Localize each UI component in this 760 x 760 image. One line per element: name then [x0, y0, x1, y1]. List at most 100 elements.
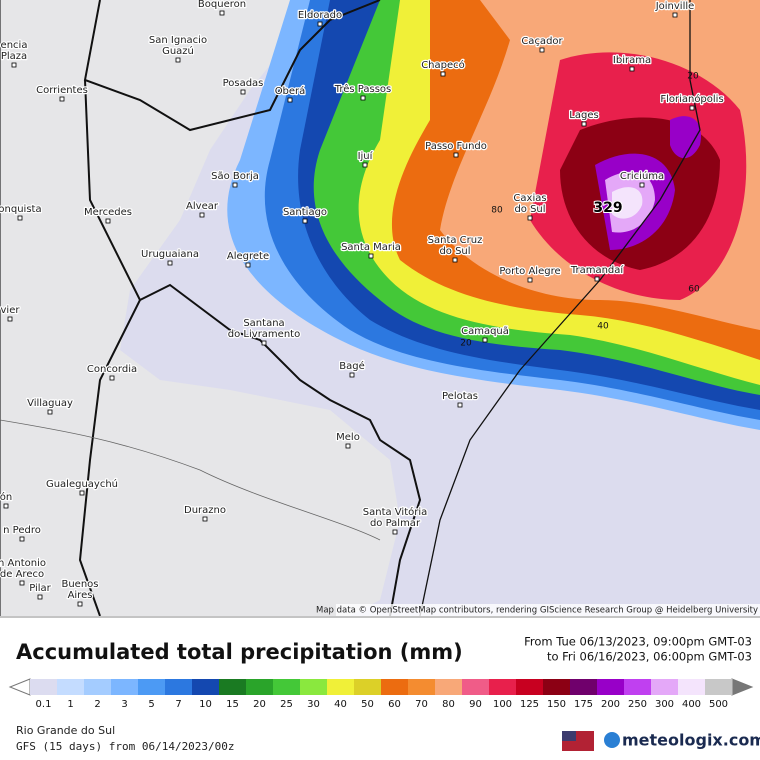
city-label: Mercedes — [84, 207, 132, 218]
legend-arrow-left — [8, 678, 31, 696]
city-marker — [167, 260, 173, 266]
city-marker — [689, 105, 695, 111]
legend-swatch — [138, 679, 166, 695]
city-marker — [527, 277, 533, 283]
city-label: Três Passos — [334, 83, 392, 95]
legend-tick-label: 0.1 — [36, 699, 52, 710]
period-from: From Tue 06/13/2023, 09:00pm GMT-03 — [524, 635, 752, 649]
city-marker — [199, 212, 205, 218]
legend-swatch — [516, 679, 544, 695]
legend-tick-label: 500 — [709, 699, 728, 710]
legend-swatch — [678, 679, 706, 695]
city-label: Plaza — [1, 51, 27, 62]
legend-title: Accumulated total precipitation (mm) — [16, 640, 463, 664]
legend-swatch — [111, 679, 139, 695]
legend-swatch — [84, 679, 112, 695]
city-label: Posadas — [223, 78, 264, 89]
city-label: Alegrete — [227, 251, 269, 262]
city-marker — [672, 12, 678, 18]
city-label: Santa Vitória — [363, 506, 428, 518]
legend-tick-label: 40 — [334, 699, 347, 710]
legend-tick-label: 1 — [67, 699, 73, 710]
city-label: Eldorado — [298, 10, 342, 21]
city-label: Caxias — [513, 193, 546, 204]
legend-tick-label: 3 — [121, 699, 127, 710]
legend-tick-label: 60 — [388, 699, 401, 710]
city-marker — [105, 218, 111, 224]
city-label: Buenos — [61, 579, 98, 590]
city-marker — [457, 402, 463, 408]
city-label: Villaguay — [27, 398, 73, 409]
city-marker — [302, 218, 308, 224]
city-label: do Sul — [514, 204, 545, 215]
city-label: Santiago — [283, 207, 327, 218]
city-label: n Antonio — [0, 558, 46, 569]
city-marker — [19, 536, 25, 542]
city-label: Boqueron — [198, 0, 246, 10]
city-label: Passo Fundo — [425, 141, 487, 152]
legend-tick-label: 10 — [199, 699, 212, 710]
city-marker — [482, 337, 488, 343]
contour-label: 20 — [460, 339, 472, 349]
legend-swatch — [651, 679, 679, 695]
city-marker — [360, 95, 366, 101]
city-label: Corrientes — [36, 85, 88, 96]
city-label: vier — [1, 305, 21, 316]
city-label: Aires — [68, 590, 93, 601]
city-marker — [345, 443, 351, 449]
city-marker — [629, 66, 635, 72]
legend-swatch — [408, 679, 436, 695]
legend-tick-label: 25 — [280, 699, 293, 710]
model-run: GFS (15 days) from 06/14/2023/00z — [16, 740, 235, 753]
legend-tick-label: 2 — [94, 699, 100, 710]
legend-swatch — [705, 679, 733, 695]
legend-swatch — [30, 679, 58, 695]
city-marker — [594, 276, 600, 282]
legend-tick-label: 175 — [574, 699, 593, 710]
legend-swatch — [570, 679, 598, 695]
city-label: São Borja — [211, 171, 259, 182]
city-label: Santa Maria — [341, 242, 401, 253]
city-marker — [79, 490, 85, 496]
city-label: Melo — [336, 432, 360, 443]
legend: Accumulated total precipitation (mm) Fro… — [0, 616, 760, 753]
city-label: Criciúma — [620, 170, 664, 182]
city-marker — [245, 262, 251, 268]
city-marker — [7, 316, 13, 322]
legend-swatch — [462, 679, 490, 695]
city-label: Joinville — [655, 1, 695, 12]
city-marker — [59, 96, 65, 102]
city-label: Pilar — [29, 583, 51, 594]
city-label: Caçador — [521, 36, 563, 47]
city-marker — [452, 257, 458, 263]
city-label: Tramandaí — [570, 264, 625, 276]
city-marker — [175, 57, 181, 63]
city-label: Concordia — [87, 364, 137, 375]
legend-tick-label: 125 — [520, 699, 539, 710]
legend-arrow-right — [731, 678, 754, 696]
city-marker — [349, 372, 355, 378]
attribution: Map data © OpenStreetMap contributors, r… — [316, 606, 758, 616]
city-marker — [109, 375, 115, 381]
period-to: to Fri 06/16/2023, 06:00pm GMT-03 — [547, 650, 752, 664]
city-label: Gualeguaychú — [46, 478, 118, 490]
city-label: San Ignacio — [149, 35, 207, 46]
city-label: Santana — [243, 318, 284, 329]
city-label: n Pedro — [3, 525, 41, 536]
legend-swatch — [57, 679, 85, 695]
legend-tick-label: 20 — [253, 699, 266, 710]
brand-logo — [604, 732, 620, 748]
legend-swatch — [381, 679, 409, 695]
contour-label: 20 — [687, 72, 699, 82]
legend-swatch — [192, 679, 220, 695]
legend-tick-label: 400 — [682, 699, 701, 710]
city-label: Lages — [569, 110, 598, 121]
city-marker — [527, 215, 533, 221]
city-marker — [453, 152, 459, 158]
legend-tick-label: 5 — [148, 699, 154, 710]
brand[interactable]: meteologix.com — [622, 731, 760, 750]
city-label: Ibirama — [613, 55, 651, 66]
legend-swatch — [219, 679, 247, 695]
